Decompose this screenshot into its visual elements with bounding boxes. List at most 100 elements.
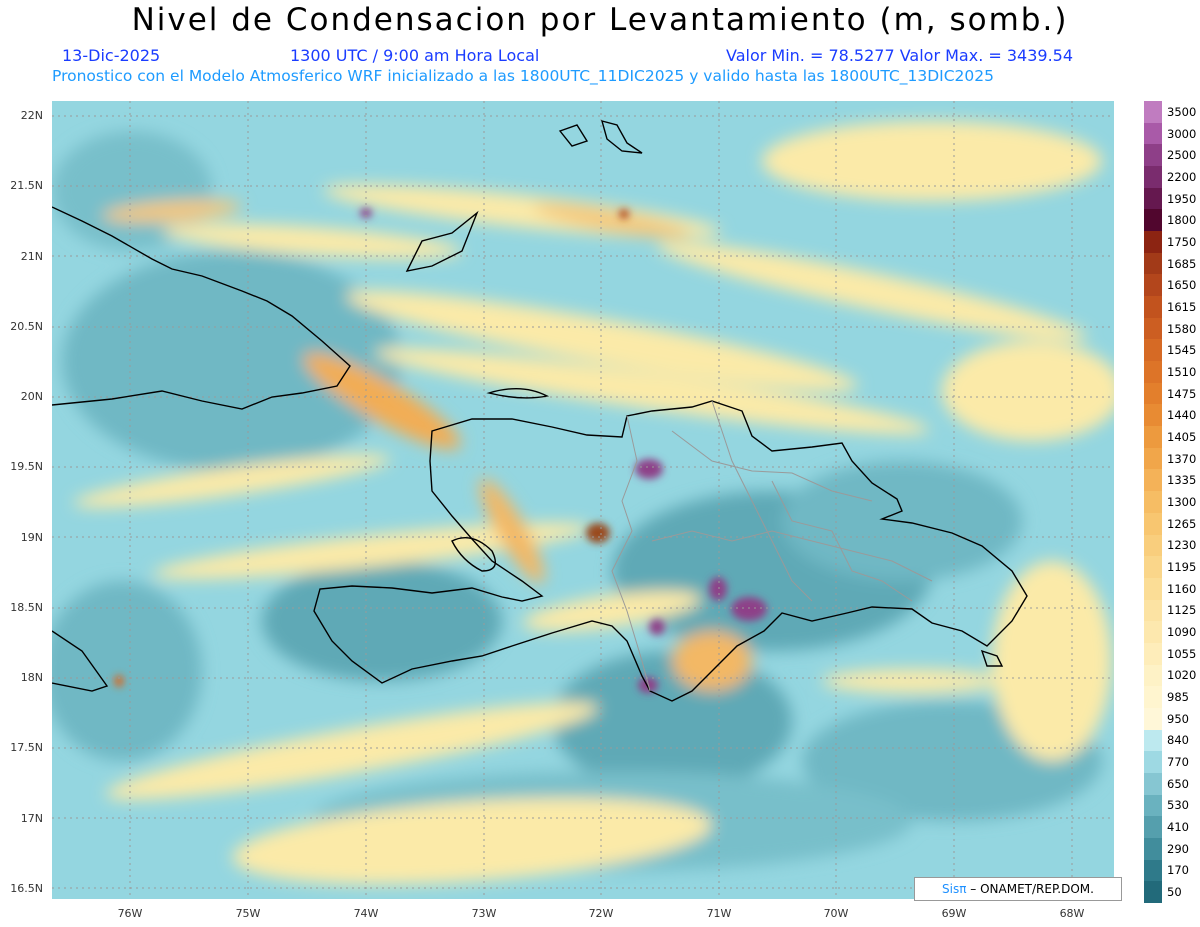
colorbar-label: 1195 — [1167, 560, 1197, 575]
colorbar-swatch — [1144, 122, 1162, 145]
forecast-date: 13-Dic-2025 — [62, 46, 161, 65]
colorbar-swatch — [1144, 729, 1162, 752]
colorbar-label: 530 — [1167, 798, 1189, 813]
colorbar-swatch — [1144, 859, 1162, 882]
lon-label-76w: 76W — [117, 907, 143, 920]
colorbar-label: 1335 — [1167, 473, 1197, 488]
colorbar-label: 650 — [1167, 776, 1189, 791]
colorbar-swatch — [1144, 144, 1162, 167]
lat-label-16-5n: 16.5N — [10, 882, 43, 895]
colorbar-label: 1800 — [1167, 213, 1197, 228]
colorbar-swatch — [1144, 274, 1162, 297]
colorbar-label: 1300 — [1167, 495, 1197, 509]
colorbar-swatch — [1144, 361, 1162, 384]
credit-org: – ONAMET/REP.DOM. — [970, 882, 1094, 896]
colorbar-swatch — [1144, 707, 1162, 731]
colorbar-swatch — [1144, 686, 1162, 709]
high-lcl-cells — [114, 208, 767, 693]
lat-label-20n: 20N — [20, 390, 43, 403]
lat-label-17n: 17N — [20, 812, 43, 825]
colorbar-swatch — [1144, 837, 1162, 861]
colorbar-label: 290 — [1167, 841, 1189, 856]
colorbar-swatch — [1144, 599, 1162, 622]
colorbar-label: 1650 — [1167, 278, 1197, 293]
colorbar-swatch — [1144, 101, 1162, 124]
colorbar-label: 1545 — [1167, 343, 1197, 358]
colorbar-label: 1685 — [1167, 256, 1197, 271]
colorbar-swatch — [1144, 751, 1162, 774]
sis-logo-text: Sisπ — [942, 882, 967, 896]
colorbar-label: 170 — [1167, 863, 1189, 878]
lat-label-22n: 22N — [20, 109, 43, 122]
colorbar-label: 1475 — [1167, 386, 1197, 401]
colorbar-swatch — [1144, 447, 1162, 470]
colorbar-swatch — [1144, 166, 1162, 189]
colorbar-label: 840 — [1167, 733, 1189, 748]
colorbar-swatch — [1144, 491, 1162, 514]
colorbar-swatch — [1144, 512, 1162, 535]
colorbar-label: 1160 — [1167, 581, 1197, 596]
credit-box: Sisπ – ONAMET/REP.DOM. — [914, 877, 1122, 901]
colorbar-swatch — [1144, 404, 1162, 427]
lat-label-21n: 21N — [20, 250, 43, 263]
colorbar-swatch — [1144, 556, 1162, 579]
min-max-values: Valor Min. = 78.5277 Valor Max. = 3439.5… — [726, 46, 1074, 65]
colorbar-label: 1265 — [1167, 516, 1197, 531]
colorbar-label: 985 — [1167, 690, 1189, 705]
lon-label-71w: 71W — [706, 907, 732, 920]
colorbar-swatch — [1144, 382, 1162, 405]
colorbar-swatch — [1144, 426, 1162, 449]
lon-label-70w: 70W — [823, 907, 849, 920]
province-borders — [611, 400, 933, 692]
grid-lines — [52, 101, 1114, 899]
colorbar-swatch — [1144, 816, 1162, 839]
lat-label-20-5n: 20.5N — [10, 320, 43, 333]
colorbar — [1144, 101, 1162, 904]
colorbar-swatch — [1144, 339, 1162, 362]
lat-label-18-5n: 18.5N — [10, 601, 43, 614]
lon-label-72w: 72W — [588, 907, 614, 920]
colorbar-label: 1510 — [1167, 364, 1197, 379]
colorbar-swatch — [1144, 187, 1162, 210]
forecast-description: Pronostico con el Modelo Atmosferico WRF… — [52, 67, 994, 85]
colorbar-label: 2200 — [1167, 169, 1197, 184]
colorbar-label: 1405 — [1167, 429, 1197, 444]
colorbar-swatch — [1144, 534, 1162, 557]
colorbar-label: 1580 — [1167, 321, 1197, 336]
colorbar-swatch — [1144, 772, 1162, 796]
colorbar-label: 2500 — [1167, 148, 1197, 163]
colorbar-label: 1090 — [1167, 625, 1197, 640]
lon-label-75w: 75W — [235, 907, 261, 920]
lat-label-19-5n: 19.5N — [10, 460, 43, 473]
lat-label-21-5n: 21.5N — [10, 179, 43, 192]
colorbar-label: 1440 — [1167, 408, 1197, 423]
colorbar-label: 3500 — [1167, 104, 1197, 119]
lat-label-17-5n: 17.5N — [10, 741, 43, 754]
colorbar-label: 1750 — [1167, 234, 1197, 249]
colorbar-swatch — [1144, 469, 1162, 492]
colorbar-swatch — [1144, 621, 1162, 644]
lcl-map — [52, 101, 1114, 899]
colorbar-label: 1055 — [1167, 646, 1197, 661]
colorbar-label: 950 — [1167, 711, 1189, 726]
colorbar-swatch — [1144, 209, 1162, 232]
coastlines — [52, 120, 1028, 702]
map-title: Nivel de Condensacion por Levantamiento … — [131, 2, 1069, 38]
colorbar-label: 1370 — [1167, 451, 1197, 466]
forecast-time: 1300 UTC / 9:00 am Hora Local — [290, 46, 540, 65]
colorbar-label: 1950 — [1167, 191, 1197, 206]
colorbar-label: 1125 — [1167, 603, 1197, 618]
colorbar-swatch — [1144, 231, 1162, 254]
lon-label-73w: 73W — [471, 907, 497, 920]
colorbar-swatch — [1144, 881, 1162, 904]
colorbar-swatch — [1144, 664, 1162, 687]
colorbar-swatch — [1144, 794, 1162, 817]
colorbar-swatch — [1144, 252, 1162, 275]
lat-label-18n: 18N — [20, 671, 43, 684]
colorbar-swatch — [1144, 642, 1162, 666]
lat-label-19n: 19N — [20, 531, 43, 544]
lon-label-74w: 74W — [353, 907, 379, 920]
colorbar-label: 1020 — [1167, 668, 1197, 683]
colorbar-swatch — [1144, 577, 1162, 601]
lcl-shading — [52, 121, 1114, 885]
